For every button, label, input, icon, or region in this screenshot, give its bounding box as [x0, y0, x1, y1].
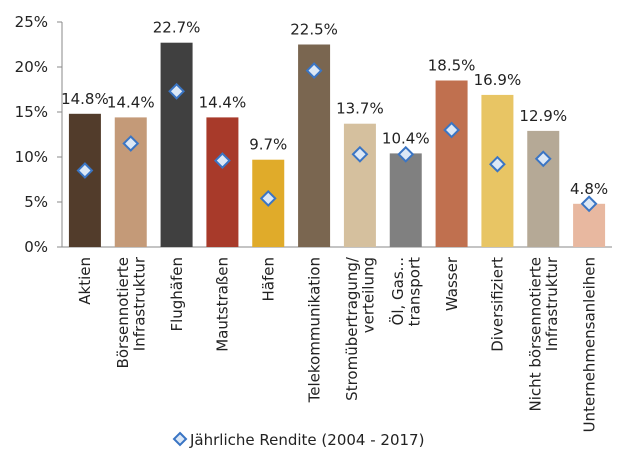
legend: Jährliche Rendite (2004 - 2017) [172, 431, 424, 449]
value-label: 9.7% [249, 136, 287, 154]
marker [259, 189, 277, 207]
bar [68, 113, 101, 247]
x-tick-label: Mautstraßen [214, 257, 232, 352]
marker [397, 145, 415, 163]
x-tick-label: Öl, Gas...transport [388, 257, 424, 326]
y-tick-label: 10% [15, 148, 48, 166]
x-tick-label: Flughäfen [168, 257, 186, 332]
bar [343, 123, 376, 247]
marker [580, 195, 598, 213]
bar [527, 130, 560, 247]
value-label: 10.4% [382, 129, 430, 147]
x-tick-label: Wasser [443, 256, 461, 311]
value-label: 22.7% [153, 19, 201, 37]
x-tick-label: Stromübertragung/verteilung [343, 256, 378, 401]
marker [122, 135, 140, 152]
bar [435, 80, 468, 247]
x-tick-label: Häfen [260, 257, 278, 302]
bar [160, 42, 193, 248]
y-tick-label: 20% [15, 58, 48, 76]
y-tick-label: 5% [24, 193, 48, 211]
x-tick-label: Unternehmensanleihen [580, 257, 598, 432]
legend-marker [172, 431, 188, 447]
bar [389, 153, 422, 247]
value-label: 13.7% [336, 100, 384, 118]
value-label: 14.4% [199, 93, 247, 111]
y-tick-label: 0% [24, 238, 48, 256]
marker [168, 82, 185, 100]
bar [206, 117, 239, 248]
marker [351, 145, 369, 163]
y-tick-label: 25% [15, 13, 48, 31]
marker [443, 121, 460, 139]
marker [489, 155, 506, 173]
value-label: 14.8% [61, 90, 109, 108]
value-label: 16.9% [474, 71, 522, 89]
x-tick-label: BörsennotierteInfrastruktur [114, 256, 149, 368]
x-tick-label: Diversifiziert [489, 257, 507, 352]
marker [305, 62, 323, 80]
y-tick-label: 15% [15, 103, 48, 121]
x-tick-label: Telekommunikation [305, 257, 323, 403]
x-tick-label: Aktien [76, 257, 94, 305]
x-tick-label: Nicht börsennotierteInfrastruktur [526, 256, 561, 411]
marker [534, 150, 552, 168]
legend-label: Jährliche Rendite (2004 - 2017) [189, 431, 424, 449]
marker [76, 162, 94, 179]
value-label: 14.4% [107, 93, 155, 111]
value-label: 4.8% [570, 180, 608, 198]
value-label: 22.5% [290, 21, 338, 39]
marker [214, 152, 231, 170]
value-label: 18.5% [428, 57, 476, 75]
value-label: 12.9% [519, 107, 567, 125]
